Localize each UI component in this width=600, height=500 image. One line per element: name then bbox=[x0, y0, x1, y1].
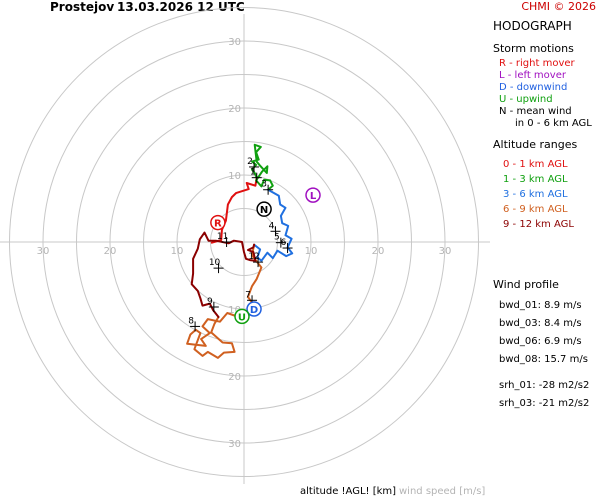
ring-label: 30 bbox=[228, 37, 241, 48]
range-1-3: 1 - 3 km AGL bbox=[503, 174, 568, 185]
motion-left-mover: L - left mover bbox=[499, 70, 566, 81]
range-0-1: 0 - 1 km AGL bbox=[503, 159, 568, 170]
height-mark-label: 9 bbox=[207, 297, 213, 307]
height-mark-label: 7 bbox=[245, 290, 251, 300]
ring-label: 30 bbox=[228, 439, 241, 450]
storm-motion-marker bbox=[246, 301, 262, 317]
hodograph-segment-6-9 bbox=[186, 243, 263, 359]
storm-motion-marker bbox=[234, 308, 250, 325]
ring-label: 20 bbox=[104, 246, 117, 257]
storm-motion-marker bbox=[305, 187, 321, 203]
range-6-9: 6 - 9 km AGL bbox=[503, 204, 568, 215]
height-mark-label: 4 bbox=[269, 221, 275, 231]
srh-name: srh_03: bbox=[499, 398, 536, 409]
bwd-row: bwd_08: 15.7 m/s bbox=[493, 351, 598, 369]
srh-name: srh_01: bbox=[499, 380, 536, 391]
motion-upwind: U - upwind bbox=[499, 94, 553, 105]
ring-label: 10 bbox=[305, 246, 318, 257]
motion-mean-wind: N - mean wind bbox=[499, 106, 572, 117]
legend-panel: HODOGRAPH Storm motions R - right mover … bbox=[493, 19, 598, 413]
bwd-value: 8.4 m/s bbox=[544, 318, 582, 329]
srh-value: -21 m2/s2 bbox=[538, 398, 590, 409]
ring-label: 20 bbox=[372, 246, 385, 257]
storm-motion-label: U bbox=[238, 312, 246, 323]
panel-title: HODOGRAPH bbox=[493, 19, 572, 33]
altitude-ranges-list: 0 - 1 km AGL 1 - 3 km AGL 3 - 6 km AGL 6… bbox=[493, 157, 598, 232]
wind-profile-title: Wind profile bbox=[493, 278, 559, 291]
altitude-ranges-title: Altitude ranges bbox=[493, 138, 578, 151]
height-mark-label: 6 bbox=[281, 238, 287, 248]
storm-motion-marker bbox=[256, 201, 272, 217]
bwd-row: bwd_01: 8.9 m/s bbox=[493, 297, 598, 315]
hodograph-segment-0-1 bbox=[210, 176, 258, 244]
storm-motion-label: R bbox=[214, 219, 222, 230]
height-mark-label: 5 bbox=[274, 233, 280, 243]
hodograph-segment-1-3 bbox=[251, 143, 274, 191]
range-9-12: 9 - 12 km AGL bbox=[503, 219, 574, 230]
bwd-name: bwd_03: bbox=[499, 318, 541, 329]
ring-label: 10 bbox=[228, 171, 241, 182]
height-mark-label: 3 bbox=[261, 180, 267, 190]
height-mark-label: 8 bbox=[188, 316, 194, 326]
ring-label: 30 bbox=[439, 246, 452, 257]
storm-motion-marker bbox=[210, 214, 226, 231]
hodograph-segment-9-12 bbox=[190, 231, 257, 318]
speed-unit-label: wind speed [m/s] bbox=[399, 486, 486, 497]
bwd-row: bwd_03: 8.4 m/s bbox=[493, 315, 598, 333]
bwd-name: bwd_06: bbox=[499, 336, 541, 347]
hodograph-segment-3-6 bbox=[253, 188, 294, 262]
ring-label: 10 bbox=[228, 305, 241, 316]
bwd-value: 15.7 m/s bbox=[544, 354, 588, 365]
ring-label: 10 bbox=[171, 246, 184, 257]
station-name: Prostejov bbox=[50, 0, 115, 14]
bwd-value: 8.9 m/s bbox=[544, 300, 582, 311]
bwd-value: 6.9 m/s bbox=[544, 336, 582, 347]
height-mark-label: 2 bbox=[247, 157, 253, 167]
ring-label: 30 bbox=[37, 246, 50, 257]
altitude-unit-label: altitude !AGL! [km] bbox=[300, 486, 397, 497]
storm-motions-title: Storm motions bbox=[493, 42, 574, 55]
bwd-name: bwd_01: bbox=[499, 300, 541, 311]
storm-motion-label: N bbox=[260, 205, 268, 216]
height-mark-label: 12 bbox=[248, 252, 259, 262]
motion-right-mover: R - right mover bbox=[499, 58, 575, 69]
range-3-6: 3 - 6 km AGL bbox=[503, 189, 568, 200]
srh-row: srh_03: -21 m2/s2 bbox=[493, 395, 598, 413]
srh-list: srh_01: -28 m2/s2 srh_03: -21 m2/s2 bbox=[493, 377, 598, 413]
ring-label: 20 bbox=[228, 372, 241, 383]
bwd-list: bwd_01: 8.9 m/s bwd_03: 8.4 m/s bwd_06: … bbox=[493, 297, 598, 369]
date-time: 13.03.2026 12 UTC bbox=[117, 0, 245, 14]
height-mark-label: 1 bbox=[250, 168, 256, 178]
storm-motion-label: D bbox=[250, 305, 258, 316]
bwd-name: bwd_08: bbox=[499, 354, 541, 365]
storm-motion-label: L bbox=[310, 191, 317, 202]
srh-value: -28 m2/s2 bbox=[538, 380, 590, 391]
motion-downwind: D - downwind bbox=[499, 82, 568, 93]
credit-link[interactable]: CHMI © 2026 bbox=[521, 0, 596, 13]
height-mark-label: 10 bbox=[209, 258, 221, 268]
storm-motions-list: R - right mover L - left mover D - downw… bbox=[493, 58, 598, 130]
ring-label: 20 bbox=[228, 104, 241, 115]
height-mark-label: 11 bbox=[217, 232, 228, 242]
srh-row: srh_01: -28 m2/s2 bbox=[493, 377, 598, 395]
bwd-row: bwd_06: 6.9 m/s bbox=[493, 333, 598, 351]
motion-mean-wind-layer: in 0 - 6 km AGL bbox=[515, 118, 592, 129]
